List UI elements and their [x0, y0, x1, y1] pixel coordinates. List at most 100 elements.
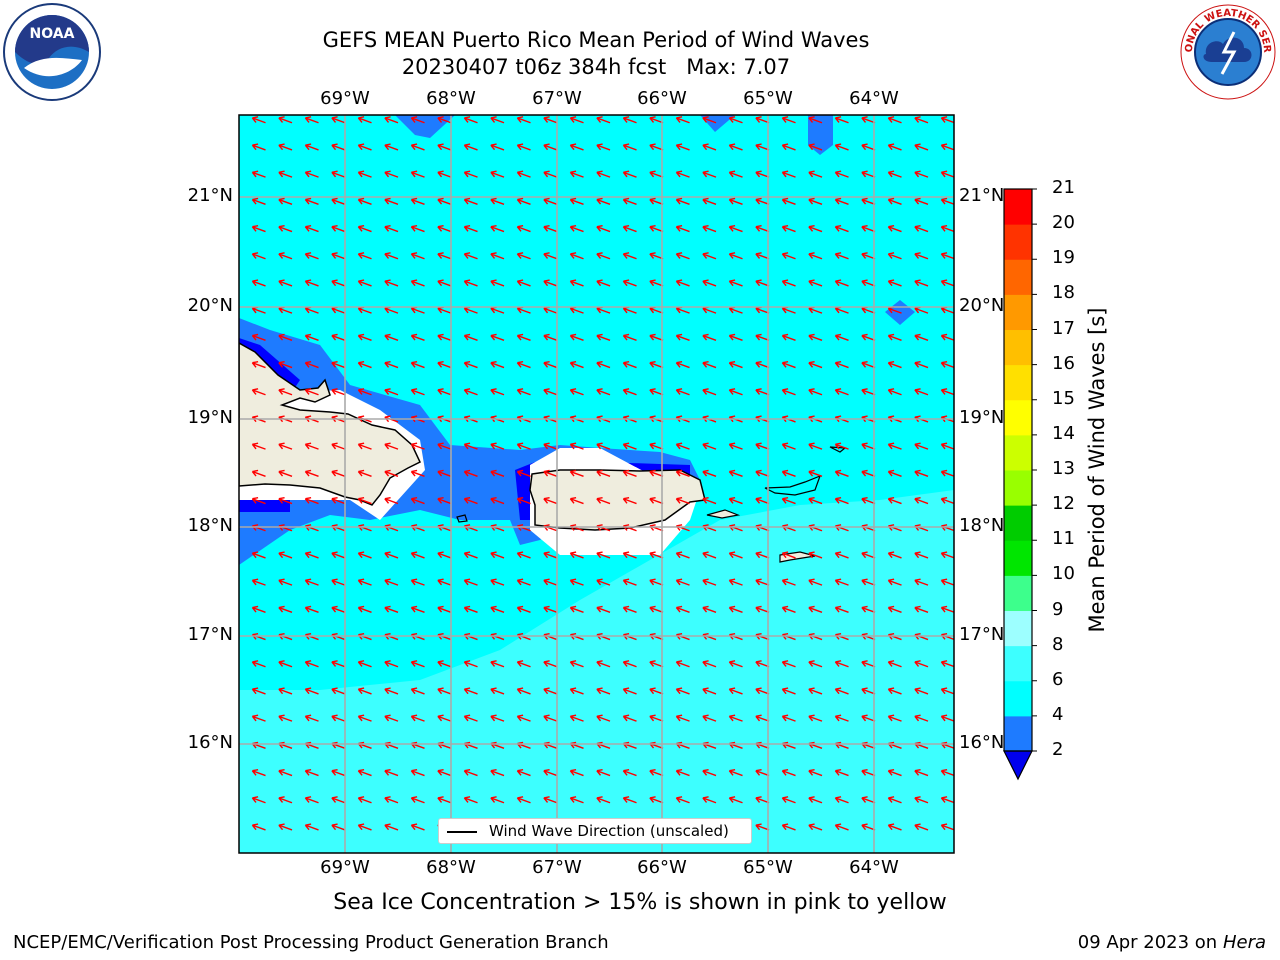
wind-wave-arrow: [490, 116, 505, 124]
wind-wave-arrow: [834, 469, 849, 477]
wind-wave-arrow: [331, 279, 346, 287]
lon-label-top: 64°W: [849, 88, 899, 109]
wind-wave-arrow: [887, 605, 902, 613]
wind-wave-arrow: [781, 551, 796, 559]
wind-wave-arrow: [940, 660, 954, 668]
wind-wave-arrow: [410, 388, 425, 396]
wind-wave-arrow: [914, 224, 929, 233]
wind-wave-arrow: [278, 469, 293, 477]
lon-label-bottom: 65°W: [743, 857, 793, 878]
wind-wave-arrow: [887, 143, 902, 151]
wind-wave-arrow: [410, 469, 425, 477]
wind-wave-arrow: [437, 388, 452, 396]
wind-wave-arrow: [410, 333, 425, 341]
map-frame: [238, 114, 955, 854]
wind-wave-arrow: [384, 252, 399, 260]
colorbar: [1003, 188, 1037, 781]
wind-wave-arrow: [755, 143, 770, 151]
wind-wave-arrow: [357, 360, 372, 369]
wind-wave-arrow: [808, 578, 823, 586]
lon-label-top: 69°W: [320, 88, 370, 109]
wind-wave-arrow: [940, 252, 954, 260]
wind-wave-arrow: [357, 796, 372, 804]
wind-wave-arrow: [781, 469, 796, 477]
wind-wave-arrow: [543, 714, 558, 722]
wind-wave-arrow: [808, 442, 823, 450]
wind-wave-arrow: [463, 796, 478, 804]
wind-wave-arrow: [331, 551, 346, 559]
wind-wave-arrow: [516, 496, 531, 505]
wind-wave-arrow: [781, 605, 796, 613]
colorbar-bin: [1004, 364, 1032, 401]
wind-wave-arrow: [940, 605, 954, 613]
wind-wave-arrows: [251, 116, 954, 831]
wind-wave-arrow: [728, 360, 743, 369]
wind-wave-arrow: [304, 714, 319, 722]
wind-wave-arrow: [384, 823, 399, 831]
wind-wave-arrow: [569, 551, 584, 559]
wind-wave-arrow: [251, 116, 266, 124]
wind-wave-arrow: [543, 496, 558, 505]
wind-wave-arrow: [861, 279, 876, 287]
wind-wave-arrow: [808, 252, 823, 260]
colorbar-tick-label: 10: [1052, 563, 1075, 585]
wind-wave-arrow: [622, 360, 637, 369]
wind-wave-arrow: [304, 360, 319, 369]
wind-wave-arrow: [887, 714, 902, 722]
wind-wave-arrow: [384, 333, 399, 341]
wind-wave-arrow: [463, 360, 478, 369]
land-hispaniola: [239, 342, 421, 506]
wind-wave-arrow: [887, 578, 902, 586]
wind-wave-arrow: [543, 252, 558, 260]
wind-wave-arrow: [728, 388, 743, 396]
lat-label-left: 18°N: [187, 515, 233, 536]
lon-label-bottom: 67°W: [532, 857, 582, 878]
wind-wave-arrow: [728, 660, 743, 668]
wind-wave-arrow: [516, 197, 531, 205]
wind-wave-arrow: [887, 116, 902, 124]
wind-wave-arrow: [516, 578, 531, 586]
colorbar-bin: [1004, 259, 1032, 295]
wind-wave-arrow: [384, 116, 399, 124]
wind-wave-arrow: [304, 605, 319, 613]
wind-wave-arrow: [490, 469, 505, 477]
wind-wave-arrow: [278, 796, 293, 804]
wind-wave-arrow: [463, 578, 478, 586]
wind-wave-arrow: [331, 360, 346, 369]
wind-wave-arrow: [569, 333, 584, 341]
wind-wave-arrow: [490, 768, 505, 777]
wind-wave-arrow: [543, 116, 558, 124]
wind-wave-arrow: [437, 496, 452, 505]
wind-wave-arrow: [463, 551, 478, 559]
wind-wave-arrow: [569, 388, 584, 396]
wind-wave-arrow: [728, 116, 743, 124]
wind-wave-arrow: [278, 605, 293, 613]
wind-wave-arrow: [543, 360, 558, 369]
wind-wave-arrow: [781, 197, 796, 205]
wind-wave-arrow: [331, 442, 346, 450]
wind-wave-arrow: [808, 333, 823, 341]
wind-wave-arrow: [357, 687, 372, 695]
wind-wave-arrow: [490, 333, 505, 341]
wind-wave-arrow: [702, 551, 717, 559]
land-vieques: [706, 509, 741, 519]
colorbar-tick-label: 16: [1052, 352, 1075, 374]
wind-wave-arrow: [278, 116, 293, 124]
wind-wave-arrow: [649, 197, 664, 205]
wind-wave-arrow: [914, 714, 929, 722]
wind-wave-arrow: [622, 578, 637, 586]
wind-wave-arrow: [940, 578, 954, 586]
wind-wave-arrow: [940, 687, 954, 695]
ocean-field-light-cyan: [239, 490, 954, 853]
wind-wave-arrow: [887, 360, 902, 369]
wind-wave-arrow: [781, 252, 796, 260]
wind-wave-arrow: [516, 279, 531, 287]
wind-wave-arrow: [357, 660, 372, 668]
wind-wave-arrow: [808, 143, 823, 151]
wind-wave-arrow: [622, 768, 637, 777]
wind-wave-arrow: [596, 687, 611, 695]
wind-wave-arrow: [410, 796, 425, 804]
wind-wave-arrow: [914, 388, 929, 396]
wind-wave-arrow: [596, 442, 611, 450]
land-mona: [456, 514, 468, 523]
